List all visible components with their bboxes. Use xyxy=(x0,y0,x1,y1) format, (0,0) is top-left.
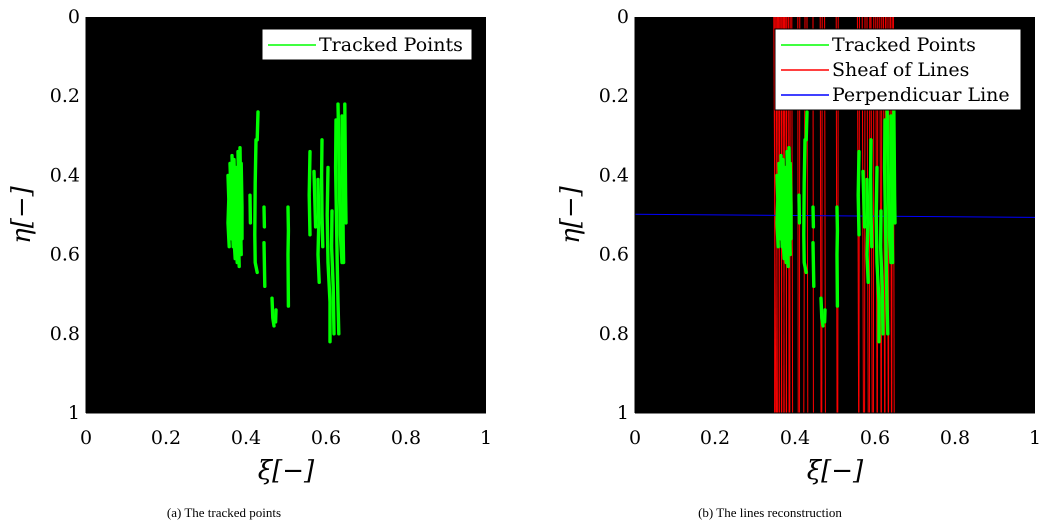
tracked-point-track xyxy=(234,165,239,265)
tracked-point-track xyxy=(226,173,231,249)
tracked-point-track xyxy=(783,165,788,265)
y-tick-label: 0.6 xyxy=(599,244,629,266)
tracked-point-track xyxy=(861,169,867,229)
tracked-point-track xyxy=(775,173,780,249)
y-tick-label: 0.8 xyxy=(599,323,629,345)
y-tick-label: 0 xyxy=(617,6,629,28)
legend-entry: Perpendicuar Line xyxy=(832,84,1010,106)
x-tick-label: 0.2 xyxy=(151,427,181,449)
tracked-point-track xyxy=(236,149,241,269)
figure-caption: (b) The lines reconstruction xyxy=(698,505,842,520)
x-tick-label: 0.8 xyxy=(940,427,970,449)
tracked-point-track xyxy=(319,138,325,249)
y-axis-label: η[−] xyxy=(7,185,37,244)
tracked-point-track xyxy=(819,296,825,328)
x-tick-label: 0.8 xyxy=(391,427,421,449)
legend-entry: Tracked Points xyxy=(319,34,463,56)
series-tracked-points xyxy=(226,102,348,344)
panel-lines-reconstruction: 0 0.2 0.4 0.6 0.8 100.20.40.60.81ξ[−]η[−]Trac… xyxy=(556,6,1041,520)
tracked-point-track xyxy=(316,177,321,284)
tracked-point-track xyxy=(307,149,312,237)
tracked-point-track xyxy=(262,241,267,288)
x-tick-label: 0 xyxy=(80,427,92,449)
y-tick-label: 0.6 xyxy=(50,244,80,266)
tracked-point-track xyxy=(804,110,809,142)
tracked-point-track xyxy=(336,102,344,265)
tracked-point-track xyxy=(889,114,895,265)
plot-background xyxy=(86,17,486,413)
x-tick-label: 1 xyxy=(480,427,492,449)
tracked-point-track xyxy=(865,177,870,284)
legend-entry: Tracked Points xyxy=(832,34,976,56)
perpendicuar-line-line xyxy=(635,213,1035,218)
y-tick-label: 0.8 xyxy=(50,323,80,345)
legend: Tracked Points xyxy=(261,28,473,61)
tracked-point-track xyxy=(788,161,793,241)
y-tick-label: 0.4 xyxy=(599,164,629,186)
plot-area xyxy=(226,102,348,344)
tracked-point-track xyxy=(802,138,808,275)
panel-tracked-points: 0 0.2 0.4 0.6 0.8 100.20.40.60.81ξ[−]η[−]Trac… xyxy=(7,6,492,520)
tracked-point-track xyxy=(270,296,276,328)
tracked-point-track xyxy=(239,161,244,241)
tracked-point-track xyxy=(253,138,259,275)
y-axis-label: η[−] xyxy=(556,185,586,244)
tracked-point-track xyxy=(777,161,782,241)
tracked-point-track xyxy=(874,165,881,344)
tracked-point-track xyxy=(255,110,260,142)
y-tick-label: 0.2 xyxy=(599,85,629,107)
tracked-point-track xyxy=(343,102,348,225)
tracked-point-track xyxy=(329,209,336,336)
tracked-point-track xyxy=(228,161,233,241)
tracked-point-track xyxy=(232,157,237,261)
tracked-point-track xyxy=(340,114,346,265)
series-tracked-points xyxy=(775,102,897,344)
tracked-point-track xyxy=(333,118,341,336)
tracked-point-track xyxy=(878,209,885,336)
x-tick-label: 0.4 xyxy=(231,427,261,449)
tracked-point-track xyxy=(892,102,897,225)
x-axis-label: ξ[−] xyxy=(807,456,864,486)
tracked-point-track xyxy=(856,149,861,237)
y-tick-label: 1 xyxy=(68,402,80,424)
tracked-point-track xyxy=(781,157,786,261)
x-tick-label: 0.6 xyxy=(860,427,890,449)
legend-entry: Sheaf of Lines xyxy=(832,59,969,81)
x-axis-label: ξ[−] xyxy=(258,456,315,486)
x-tick-label: 0.4 xyxy=(780,427,810,449)
legend: Tracked Points Sheaf of Lines Perpendicuar… xyxy=(774,28,1022,111)
y-tick-label: 0 xyxy=(68,6,80,28)
x-tick-label: 0.6 xyxy=(311,427,341,449)
x-tick-label: 0.2 xyxy=(700,427,730,449)
tracked-point-track xyxy=(811,241,816,288)
tracked-point-track xyxy=(885,102,893,265)
tracked-point-track xyxy=(868,138,874,249)
tracked-point-track xyxy=(312,169,318,229)
y-tick-label: 0.4 xyxy=(50,164,80,186)
x-tick-label: 1 xyxy=(1029,427,1041,449)
x-tick-label: 0 xyxy=(629,427,641,449)
y-tick-label: 0.2 xyxy=(50,85,80,107)
tracked-point-track xyxy=(882,118,890,336)
tracked-point-track xyxy=(325,165,332,344)
series-perpendicuar-line xyxy=(635,213,1035,218)
tracked-point-track xyxy=(785,149,790,269)
figure-caption: (a) The tracked points xyxy=(167,505,281,520)
y-tick-label: 1 xyxy=(617,402,629,424)
